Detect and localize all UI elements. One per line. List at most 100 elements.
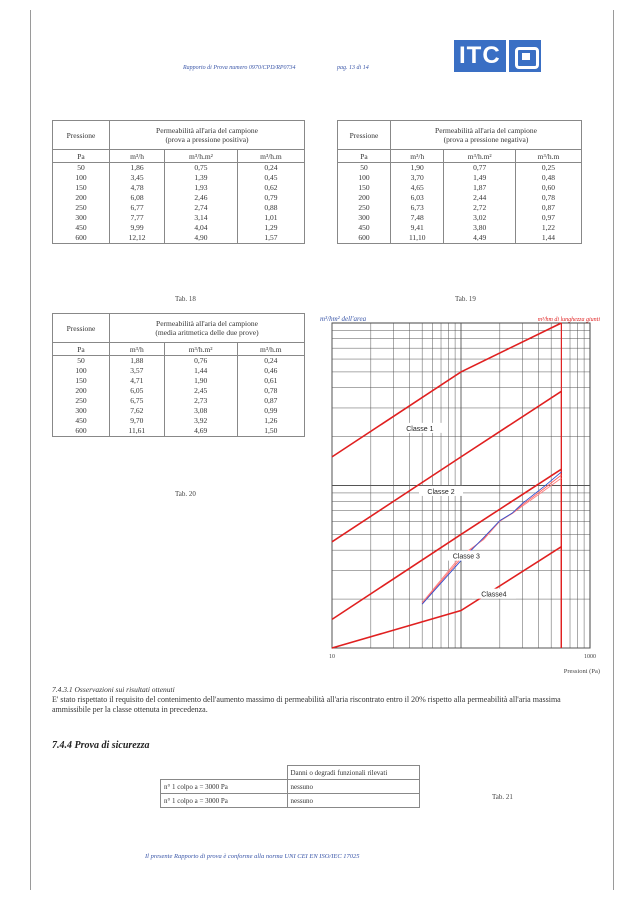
table-cell: 150 <box>52 376 110 386</box>
table-row: 50 1,90 0,77 0,25 <box>337 162 583 173</box>
table-cell: 4,69 <box>163 426 238 437</box>
unit-cell: m³/h.m² <box>443 149 516 163</box>
table-cell: 0,99 <box>236 406 306 416</box>
chart-series <box>331 322 562 649</box>
table-row: 450 9,99 4,04 1,29 <box>52 223 306 233</box>
table-cell: 1,39 <box>164 173 238 183</box>
col-header-permeability: Permeabilità all'aria del campione (prov… <box>109 120 305 150</box>
table-21: Danni o degradi funzionali rilevati n° 1… <box>160 765 420 808</box>
permeability-class-chart: m³/hm² dell'area m³/hm di lunghezza giun… <box>320 315 600 675</box>
table-cell: 9,99 <box>108 223 166 233</box>
logo-text: ITC <box>454 40 506 72</box>
x-tick-label: 1000 <box>584 654 596 660</box>
table-cell: 0,45 <box>236 173 306 183</box>
page-number: pag. 13 di 14 <box>337 65 369 71</box>
house-icon <box>508 40 541 72</box>
table-cell: 1,44 <box>163 366 238 376</box>
table-cell: 0,78 <box>514 193 583 203</box>
table-cell: 600 <box>337 233 391 244</box>
table-cell: 450 <box>52 416 110 426</box>
col-header-permeability: Permeabilità all'aria del campione (prov… <box>390 120 582 150</box>
table-cell: 2,45 <box>163 386 238 396</box>
table-cell: 1,44 <box>514 233 583 244</box>
table-cell: 4,65 <box>389 183 445 193</box>
table-cell: 2,74 <box>164 203 238 213</box>
table-cell: 4,49 <box>443 233 516 244</box>
table-cell: 3,57 <box>109 366 165 376</box>
series-line <box>331 390 562 543</box>
table-cell: 100 <box>337 173 391 183</box>
table-cell: 450 <box>52 223 110 233</box>
report-header: Rapporto di Prova numero 0970/CPD/RP0734… <box>183 65 369 71</box>
table-cell: 7,77 <box>108 213 166 223</box>
table-cell: 0,24 <box>236 355 306 366</box>
table-19: Pressione Permeabilità all'aria del camp… <box>337 120 583 244</box>
class-label-bg <box>444 550 489 561</box>
table-cell: 0,78 <box>236 386 306 396</box>
table-row: 300 7,62 3,08 0,99 <box>52 406 306 416</box>
series-line <box>331 546 562 649</box>
table-cell: 0,61 <box>236 376 306 386</box>
class-label: Classe 3 <box>453 554 480 561</box>
table-cell: 450 <box>337 223 391 233</box>
unit-cell: m³/h.m² <box>164 149 238 163</box>
table-cell: 4,04 <box>164 223 238 233</box>
table-cell: 0,87 <box>514 203 583 213</box>
table-cell: 50 <box>337 162 391 173</box>
table-row: 300 7,48 3,02 0,97 <box>337 213 583 223</box>
table-row: 200 6,03 2,44 0,78 <box>337 193 583 203</box>
table-cell: 0,77 <box>443 162 516 173</box>
table-row: 600 11,61 4,69 1,50 <box>52 426 306 437</box>
safety-test: n° 1 colpo a = 3000 Pa <box>160 793 288 808</box>
unit-cell: Pa <box>52 149 110 163</box>
unit-cell: m³/h <box>109 342 165 356</box>
unit-cell: Pa <box>52 342 110 356</box>
table-row: 150 4,65 1,87 0,60 <box>337 183 583 193</box>
table-cell: 4,90 <box>164 233 238 244</box>
table-cell: 6,77 <box>108 203 166 213</box>
table-cell: 1,87 <box>443 183 516 193</box>
table-cell: 1,29 <box>236 223 306 233</box>
table-cell: 0,46 <box>236 366 306 376</box>
table-cell: 3,80 <box>443 223 516 233</box>
table-cell: 3,14 <box>164 213 238 223</box>
table-cell: 300 <box>52 213 110 223</box>
table-cell: 3,45 <box>108 173 166 183</box>
table-row: 50 1,88 0,76 0,24 <box>52 355 306 366</box>
table-cell: 250 <box>52 203 110 213</box>
unit-cell: m³/h.m² <box>163 342 238 356</box>
col-header-pressure: Pressione <box>337 120 391 150</box>
table-cell: 1,49 <box>443 173 516 183</box>
table-cell: 2,46 <box>164 193 238 203</box>
table-cell: 1,90 <box>163 376 238 386</box>
observations-title: 7.4.3.1 Osservazioni sui risultati otten… <box>52 685 175 694</box>
table-18-caption: Tab. 18 <box>175 295 196 303</box>
table-20: Pressione Permeabilità all'aria del camp… <box>52 313 306 437</box>
class-label-bg <box>397 422 442 433</box>
unit-cell: m³/h.m <box>236 342 306 356</box>
table-cell: 0,87 <box>236 396 306 406</box>
table-cell: 1,93 <box>164 183 238 193</box>
table-cell: 50 <box>52 355 110 366</box>
table-cell: 300 <box>52 406 110 416</box>
table-row: 300 7,77 3,14 1,01 <box>52 213 306 223</box>
table-row: 100 3,57 1,44 0,46 <box>52 366 306 376</box>
table-cell: 6,08 <box>108 193 166 203</box>
table-row: 100 3,45 1,39 0,45 <box>52 173 306 183</box>
table-cell: 6,75 <box>109 396 165 406</box>
safety-test: n° 1 colpo a = 3000 Pa <box>160 779 288 794</box>
table-row: 200 6,08 2,46 0,79 <box>52 193 306 203</box>
table-cell: 12,12 <box>108 233 166 244</box>
table-cell: 250 <box>52 396 110 406</box>
table-cell: 3,02 <box>443 213 516 223</box>
table-cell: 4,71 <box>109 376 165 386</box>
table-cell: 0,25 <box>514 162 583 173</box>
table-cell: 11,61 <box>109 426 165 437</box>
table-cell: 9,70 <box>109 416 165 426</box>
observations-text: E' stato rispettato il requisito del con… <box>52 695 561 714</box>
table-row: 50 1,86 0,75 0,24 <box>52 162 306 173</box>
table-cell: 6,73 <box>389 203 445 213</box>
unit-cell: m³/h.m <box>236 149 306 163</box>
unit-cell: Pa <box>337 149 391 163</box>
table-cell: 0,88 <box>236 203 306 213</box>
